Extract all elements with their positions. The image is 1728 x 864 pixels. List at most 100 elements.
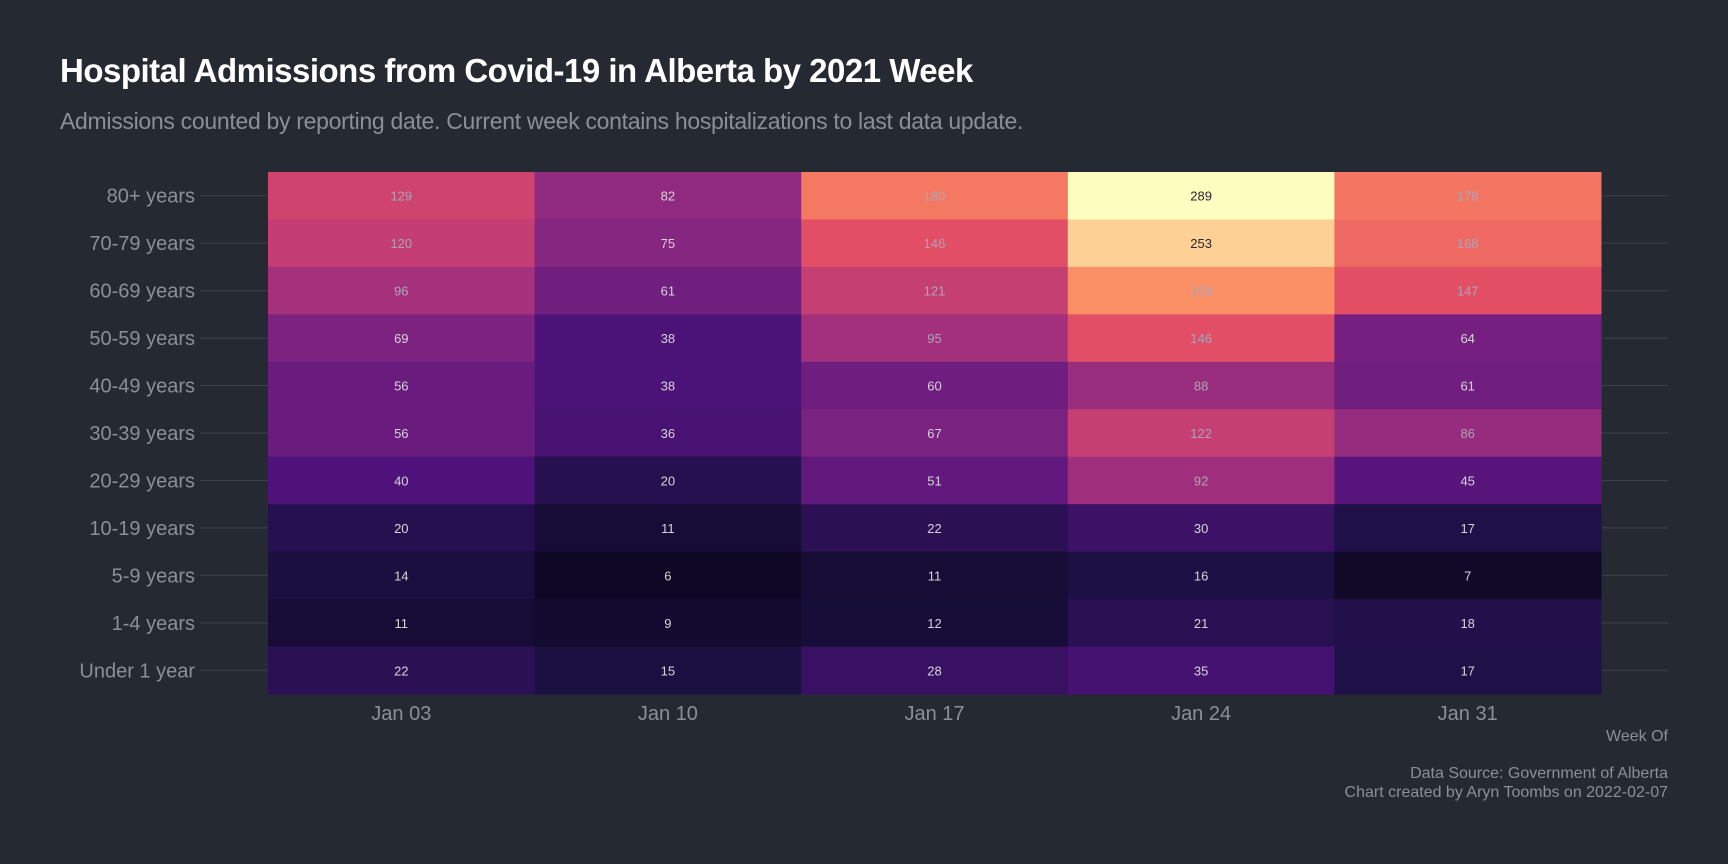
cell-value-label: 122 <box>1190 426 1212 441</box>
cell-value-label: 86 <box>1460 426 1474 441</box>
heatmap-cell <box>1067 409 1335 458</box>
heatmap-cell <box>1067 266 1335 315</box>
y-tick-label: 1-4 years <box>112 613 195 635</box>
cell-value-label: 35 <box>1194 663 1208 678</box>
heatmap-cell <box>268 172 536 220</box>
cell-value-label: 21 <box>1194 616 1208 631</box>
cell-value-label: 64 <box>1460 331 1474 346</box>
heatmap-cell <box>1334 551 1602 600</box>
y-tick-label: 50-59 years <box>89 328 195 350</box>
cell-value-label: 38 <box>661 331 675 346</box>
cell-value-label: 16 <box>1194 568 1208 583</box>
cell-value-label: 6 <box>664 568 671 583</box>
heatmap-cell <box>801 219 1069 268</box>
cell-value-label: 12 <box>927 616 941 631</box>
x-tick-label: Jan 17 <box>904 703 964 725</box>
heatmap-cell <box>268 599 536 648</box>
cell-value-label: 129 <box>390 189 412 204</box>
heatmap-cell <box>1334 504 1602 553</box>
heatmap-cell <box>1334 646 1602 695</box>
heatmap-cell <box>1067 314 1335 363</box>
heatmap-cell <box>801 361 1069 410</box>
cell-value-label: 61 <box>661 284 675 299</box>
cell-value-label: 14 <box>394 568 408 583</box>
y-tick-label: 40-49 years <box>89 376 195 398</box>
x-tick-label: Jan 24 <box>1171 703 1231 725</box>
caption-credit: Chart created by Aryn Toombs on 2022-02-… <box>1344 784 1668 801</box>
x-tick-label: Jan 31 <box>1438 703 1498 725</box>
cell-value-label: 11 <box>928 568 942 583</box>
heatmap-cell <box>1067 361 1335 410</box>
heatmap-cell <box>534 456 802 505</box>
cell-value-label: 56 <box>394 379 408 394</box>
heatmap-cell <box>1334 219 1602 268</box>
heatmap-cell <box>1067 599 1335 648</box>
heatmap-cell <box>1334 172 1602 220</box>
heatmap-cell <box>268 551 536 600</box>
heatmap-cell <box>801 314 1069 363</box>
heatmap-cell <box>1334 456 1602 505</box>
cell-value-label: 92 <box>1194 473 1208 488</box>
x-tick-label: Jan 03 <box>371 703 431 725</box>
cell-value-label: 20 <box>661 473 675 488</box>
cell-value-label: 199 <box>1190 284 1212 299</box>
x-tick-label: Jan 10 <box>638 703 698 725</box>
cell-value-label: 121 <box>924 284 946 299</box>
heatmap-cell <box>1067 172 1335 220</box>
cell-value-label: 147 <box>1457 284 1479 299</box>
cell-value-label: 11 <box>395 616 409 631</box>
cell-value-label: 67 <box>927 426 941 441</box>
heatmap-cell <box>268 219 536 268</box>
x-axis-title: Week Of <box>1606 728 1668 745</box>
heatmap-cell <box>268 504 536 553</box>
heatmap-cell <box>1067 219 1335 268</box>
cell-value-label: 146 <box>1190 331 1212 346</box>
cell-value-label: 15 <box>661 663 675 678</box>
y-tick-label: 60-69 years <box>89 281 195 303</box>
caption-source: Data Source: Government of Alberta <box>1410 765 1668 782</box>
y-tick-label: 20-29 years <box>89 470 195 492</box>
heatmap-cell <box>268 266 536 315</box>
heatmap-cell <box>534 646 802 695</box>
cell-value-label: 36 <box>661 426 675 441</box>
cell-value-label: 11 <box>661 521 675 536</box>
chart-title: Hospital Admissions from Covid-19 in Alb… <box>60 52 973 89</box>
heatmap-cell <box>1334 409 1602 458</box>
cell-value-label: 253 <box>1190 236 1212 251</box>
cell-value-label: 289 <box>1190 189 1212 204</box>
heatmap-cell <box>534 219 802 268</box>
heatmap-cell <box>268 314 536 363</box>
heatmap-cell <box>534 314 802 363</box>
cell-value-label: 178 <box>1457 189 1479 204</box>
y-tick-label: 30-39 years <box>89 423 195 445</box>
cell-value-label: 22 <box>394 663 408 678</box>
heatmap-cell <box>1067 646 1335 695</box>
cell-value-label: 45 <box>1460 473 1474 488</box>
heatmap-cell <box>534 409 802 458</box>
cell-value-label: 60 <box>927 379 941 394</box>
cell-value-label: 18 <box>1460 616 1474 631</box>
heatmap-cell <box>268 409 536 458</box>
heatmap-cell <box>268 646 536 695</box>
heatmap-cell <box>534 266 802 315</box>
cell-value-label: 20 <box>394 521 408 536</box>
cell-value-label: 9 <box>664 616 671 631</box>
heatmap-cell <box>801 266 1069 315</box>
heatmap-cell <box>801 172 1069 220</box>
cell-value-label: 168 <box>1457 236 1479 251</box>
cell-value-label: 7 <box>1464 568 1471 583</box>
cell-value-label: 22 <box>927 521 941 536</box>
cell-value-label: 75 <box>661 236 675 251</box>
heatmap-cell <box>801 551 1069 600</box>
cell-value-label: 88 <box>1194 379 1208 394</box>
cell-value-label: 82 <box>661 189 675 204</box>
heatmap-cell <box>534 599 802 648</box>
heatmap-cell <box>1334 361 1602 410</box>
heatmap-cell <box>1334 599 1602 648</box>
y-tick-label: 5-9 years <box>112 565 195 587</box>
chart-subtitle: Admissions counted by reporting date. Cu… <box>60 108 1024 134</box>
cell-value-label: 28 <box>927 663 941 678</box>
heatmap-cell <box>801 504 1069 553</box>
heatmap-cell <box>801 409 1069 458</box>
